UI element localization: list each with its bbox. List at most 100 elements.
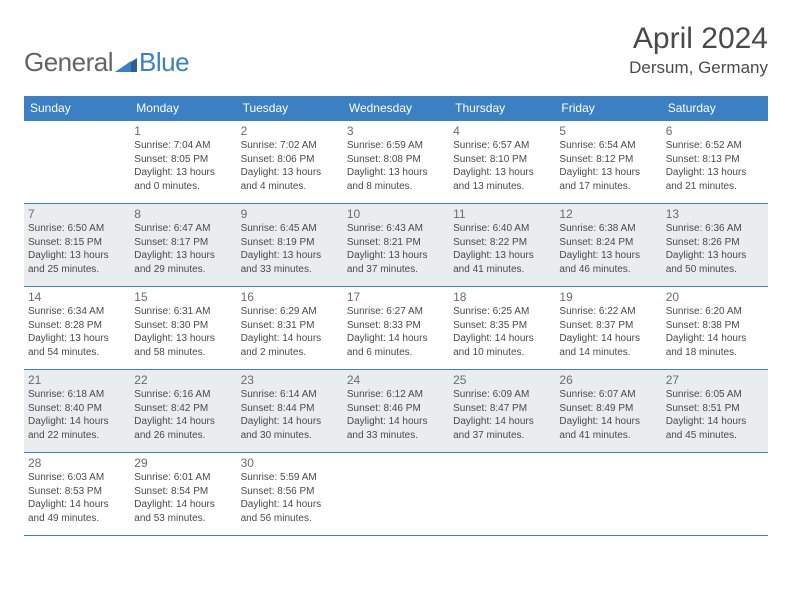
page-header: General Blue April 2024 Dersum, Germany [24,22,768,78]
day-number: 13 [666,207,764,221]
day-number: 4 [453,124,551,138]
month-title: April 2024 [629,22,768,56]
day-info-line: Sunrise: 6:43 AM [347,222,445,236]
day-info-line: Sunrise: 6:47 AM [134,222,232,236]
day-info-line: Sunset: 8:44 PM [241,402,339,416]
day-info-line: Sunset: 8:31 PM [241,319,339,333]
day-info-line: and 29 minutes. [134,263,232,277]
day-info-line: and 14 minutes. [559,346,657,360]
day-cell: 18Sunrise: 6:25 AMSunset: 8:35 PMDayligh… [449,287,555,369]
day-number: 24 [347,373,445,387]
day-info-line: and 33 minutes. [241,263,339,277]
week-row: 1Sunrise: 7:04 AMSunset: 8:05 PMDaylight… [24,121,768,204]
day-info-line: Sunset: 8:40 PM [28,402,126,416]
day-cell [343,453,449,535]
day-number: 18 [453,290,551,304]
day-info-line: Sunrise: 6:36 AM [666,222,764,236]
day-info-line: Sunset: 8:06 PM [241,153,339,167]
week-row: 21Sunrise: 6:18 AMSunset: 8:40 PMDayligh… [24,370,768,453]
day-info-line: Sunset: 8:12 PM [559,153,657,167]
day-number: 8 [134,207,232,221]
day-info-line: and 30 minutes. [241,429,339,443]
day-number: 23 [241,373,339,387]
day-number: 22 [134,373,232,387]
day-cell: 25Sunrise: 6:09 AMSunset: 8:47 PMDayligh… [449,370,555,452]
day-cell: 4Sunrise: 6:57 AMSunset: 8:10 PMDaylight… [449,121,555,203]
day-cell [449,453,555,535]
day-info-line: Sunset: 8:17 PM [134,236,232,250]
day-info-line: and 37 minutes. [347,263,445,277]
day-number: 20 [666,290,764,304]
day-info-line: Sunset: 8:21 PM [347,236,445,250]
day-info-line: Daylight: 14 hours [134,415,232,429]
day-info-line: Daylight: 14 hours [241,498,339,512]
day-info-line: Sunrise: 6:03 AM [28,471,126,485]
day-number: 29 [134,456,232,470]
day-info-line: Sunrise: 6:29 AM [241,305,339,319]
day-number: 1 [134,124,232,138]
day-info-line: Daylight: 14 hours [241,332,339,346]
day-info-line: Daylight: 13 hours [347,166,445,180]
day-number: 27 [666,373,764,387]
day-info-line: and 17 minutes. [559,180,657,194]
day-info-line: and 2 minutes. [241,346,339,360]
day-cell: 29Sunrise: 6:01 AMSunset: 8:54 PMDayligh… [130,453,236,535]
day-info-line: Sunset: 8:38 PM [666,319,764,333]
location-subtitle: Dersum, Germany [629,58,768,78]
day-info-line: Sunset: 8:30 PM [134,319,232,333]
day-cell: 23Sunrise: 6:14 AMSunset: 8:44 PMDayligh… [237,370,343,452]
day-info-line: Daylight: 13 hours [666,249,764,263]
title-block: April 2024 Dersum, Germany [629,22,768,78]
day-cell: 3Sunrise: 6:59 AMSunset: 8:08 PMDaylight… [343,121,449,203]
day-cell: 8Sunrise: 6:47 AMSunset: 8:17 PMDaylight… [130,204,236,286]
day-info-line: Sunset: 8:51 PM [666,402,764,416]
day-cell: 2Sunrise: 7:02 AMSunset: 8:06 PMDaylight… [237,121,343,203]
day-info-line: Sunset: 8:15 PM [28,236,126,250]
day-cell: 24Sunrise: 6:12 AMSunset: 8:46 PMDayligh… [343,370,449,452]
day-number: 2 [241,124,339,138]
day-cell: 17Sunrise: 6:27 AMSunset: 8:33 PMDayligh… [343,287,449,369]
day-info-line: Sunset: 8:56 PM [241,485,339,499]
day-info-line: Sunrise: 6:50 AM [28,222,126,236]
weekday-header: Sunday [24,96,130,121]
day-info-line: Sunset: 8:13 PM [666,153,764,167]
day-info-line: Daylight: 13 hours [453,166,551,180]
day-cell [662,453,768,535]
day-info-line: Sunrise: 6:09 AM [453,388,551,402]
day-info-line: Sunrise: 6:52 AM [666,139,764,153]
day-info-line: Daylight: 14 hours [559,415,657,429]
day-number: 9 [241,207,339,221]
day-info-line: Sunrise: 6:20 AM [666,305,764,319]
day-info-line: Daylight: 14 hours [347,332,445,346]
day-info-line: Sunset: 8:47 PM [453,402,551,416]
day-info-line: and 53 minutes. [134,512,232,526]
day-info-line: Sunset: 8:42 PM [134,402,232,416]
day-cell: 12Sunrise: 6:38 AMSunset: 8:24 PMDayligh… [555,204,661,286]
day-info-line: Sunset: 8:22 PM [453,236,551,250]
day-info-line: Daylight: 14 hours [28,415,126,429]
day-info-line: and 45 minutes. [666,429,764,443]
day-info-line: Sunrise: 6:01 AM [134,471,232,485]
day-number: 16 [241,290,339,304]
day-info-line: Daylight: 14 hours [453,415,551,429]
day-info-line: and 6 minutes. [347,346,445,360]
day-info-line: Sunset: 8:19 PM [241,236,339,250]
day-cell: 21Sunrise: 6:18 AMSunset: 8:40 PMDayligh… [24,370,130,452]
day-number: 17 [347,290,445,304]
day-cell: 28Sunrise: 6:03 AMSunset: 8:53 PMDayligh… [24,453,130,535]
day-info-line: Daylight: 14 hours [666,332,764,346]
day-info-line: Daylight: 13 hours [347,249,445,263]
weekday-header: Tuesday [237,96,343,121]
day-number: 15 [134,290,232,304]
day-info-line: Sunrise: 6:38 AM [559,222,657,236]
day-number: 21 [28,373,126,387]
day-info-line: Sunrise: 6:57 AM [453,139,551,153]
day-number: 28 [28,456,126,470]
weeks-container: 1Sunrise: 7:04 AMSunset: 8:05 PMDaylight… [24,121,768,536]
day-cell: 9Sunrise: 6:45 AMSunset: 8:19 PMDaylight… [237,204,343,286]
day-cell: 14Sunrise: 6:34 AMSunset: 8:28 PMDayligh… [24,287,130,369]
day-info-line: and 41 minutes. [453,263,551,277]
day-info-line: Daylight: 14 hours [347,415,445,429]
day-info-line: Daylight: 14 hours [134,498,232,512]
day-info-line: and 49 minutes. [28,512,126,526]
